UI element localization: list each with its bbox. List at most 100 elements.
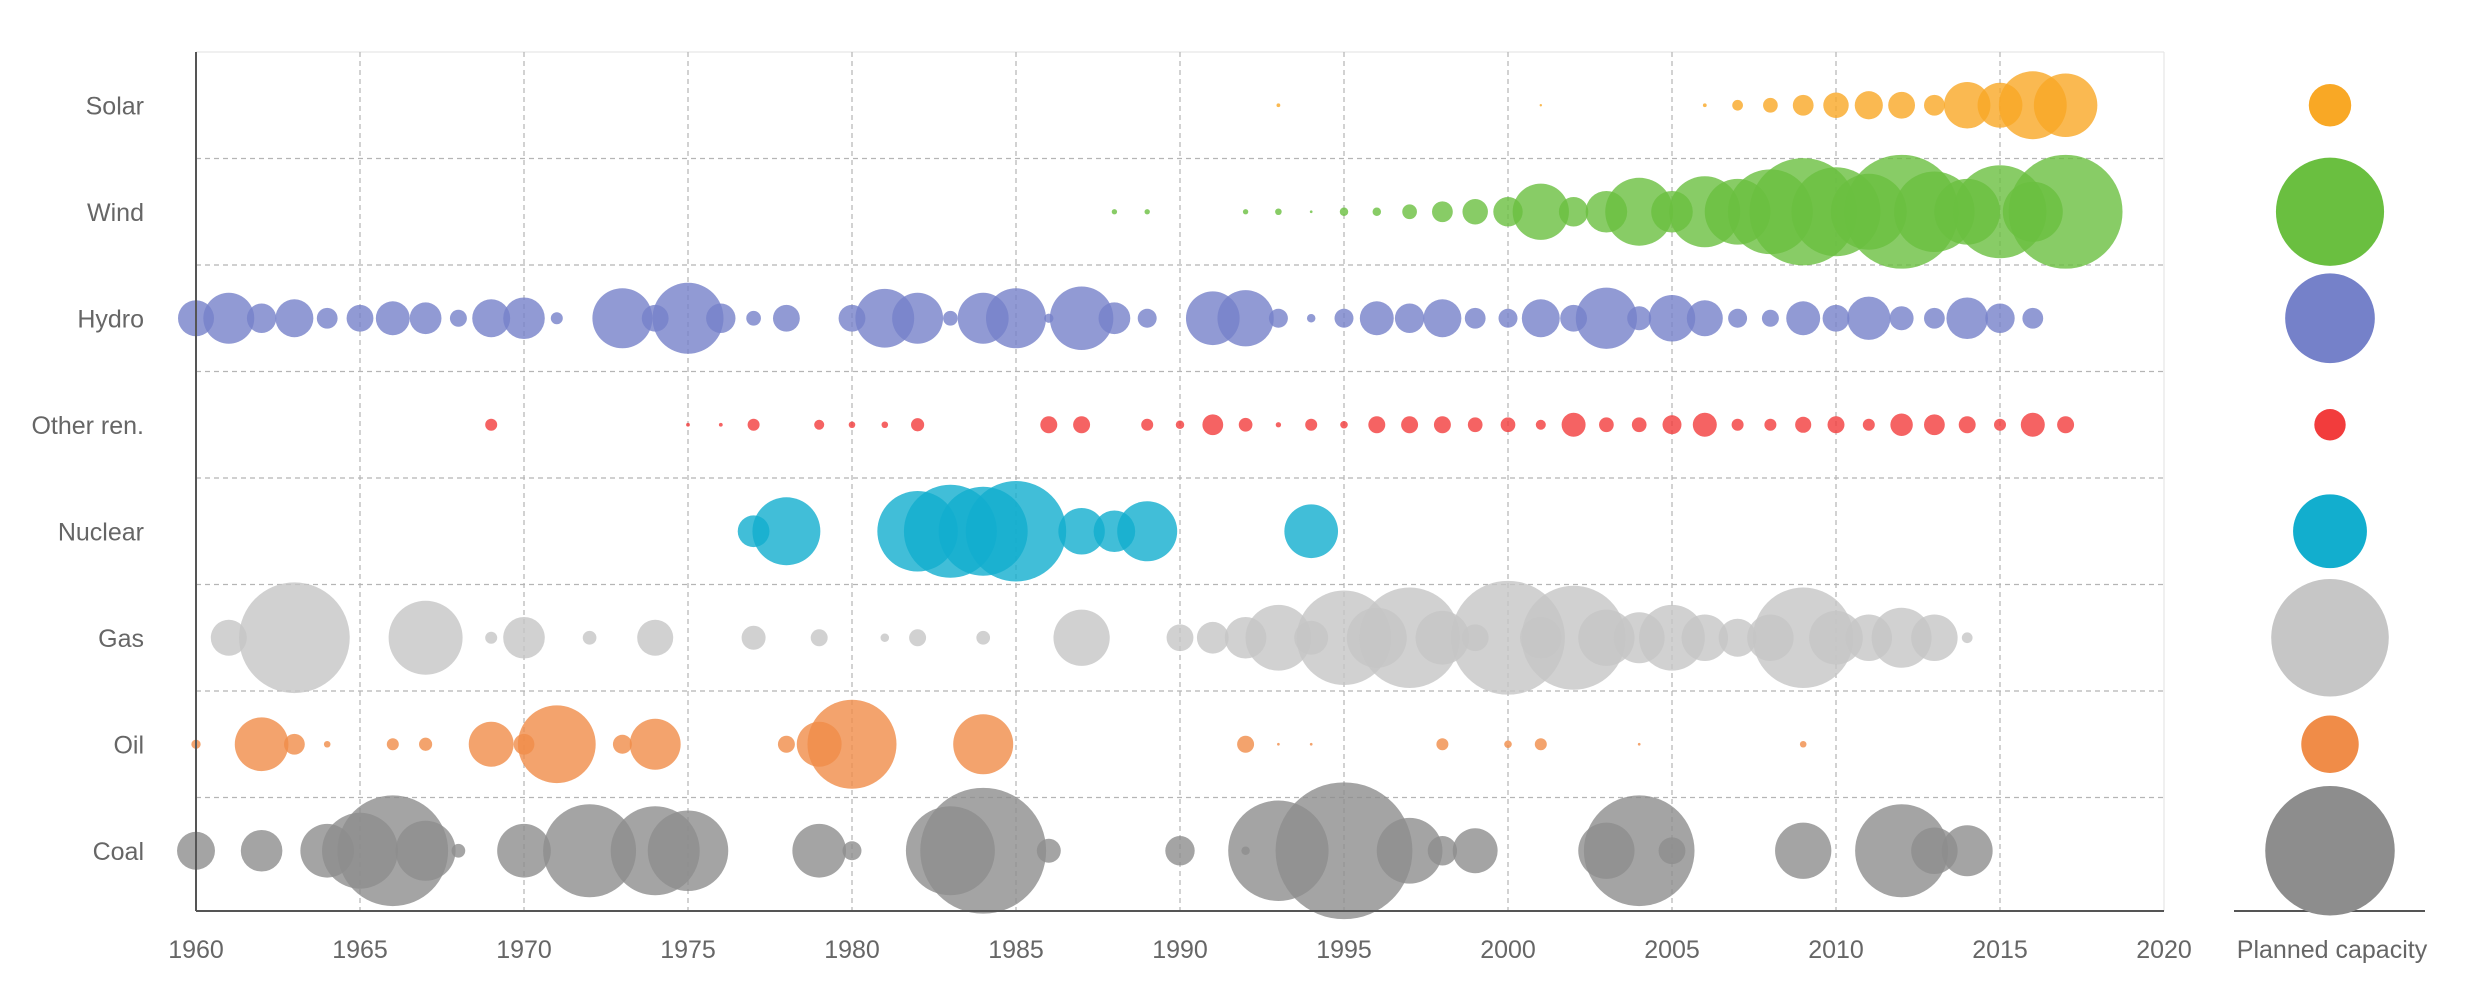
- bubble: [203, 292, 255, 344]
- bubble: [543, 804, 637, 898]
- bubble: [1275, 208, 1282, 216]
- legend: Planned capacity: [2234, 84, 2428, 964]
- bubble: [1464, 307, 1486, 329]
- bubble: [449, 309, 467, 327]
- row-label: Nuclear: [58, 518, 144, 546]
- series-coal: [177, 782, 1993, 920]
- bubble: [965, 481, 1067, 582]
- x-tick-label: 1995: [1316, 936, 1372, 964]
- row-label: Coal: [93, 838, 144, 866]
- bubble: [1775, 822, 1832, 879]
- bubble: [1498, 308, 1518, 328]
- x-tick-label: 1970: [496, 936, 552, 964]
- bubble: [1961, 632, 1973, 644]
- bubble: [2022, 307, 2044, 329]
- bubble: [1761, 309, 1779, 327]
- bubble: [1137, 308, 1157, 328]
- axes: [195, 52, 2164, 912]
- bubble: [1764, 418, 1777, 431]
- x-tick-label: 1960: [168, 936, 224, 964]
- bubble: [1558, 197, 1589, 227]
- bubble: [1504, 740, 1512, 749]
- bubble: [1309, 742, 1313, 746]
- bubble: [1924, 94, 1945, 116]
- bubble: [976, 630, 991, 645]
- bubble: [1799, 740, 1807, 748]
- bubble: [395, 820, 456, 881]
- bubble: [1888, 91, 1916, 119]
- bubble: [388, 600, 463, 675]
- legend-label: Planned capacity: [2237, 936, 2428, 964]
- bubble: [1943, 82, 1991, 129]
- legend-bubble: [2265, 785, 2395, 916]
- row-label: Other ren.: [31, 412, 144, 440]
- bubble: [234, 717, 289, 772]
- bubble: [246, 303, 277, 333]
- bubble: [1175, 420, 1185, 429]
- bubble: [1575, 287, 1637, 349]
- bubble: [1827, 416, 1845, 434]
- bubble: [1372, 207, 1382, 216]
- bubble: [1452, 828, 1498, 874]
- bubble: [810, 629, 828, 647]
- bubble: [1681, 614, 1729, 661]
- bubble: [1277, 742, 1280, 746]
- bubble: [1792, 94, 1814, 116]
- bubble: [1539, 104, 1543, 107]
- bubble: [1702, 103, 1707, 108]
- bubble: [1036, 838, 1061, 863]
- x-tick-label: 1980: [824, 936, 880, 964]
- bubble: [1627, 306, 1652, 331]
- bubble: [1534, 738, 1547, 751]
- bubble: [503, 297, 545, 340]
- bubble: [909, 629, 927, 647]
- bubble: [1924, 307, 1945, 329]
- bubble: [752, 497, 821, 566]
- bubble: [592, 288, 653, 349]
- x-tick-label: 1965: [332, 936, 388, 964]
- bubble: [1855, 804, 1949, 898]
- row-label: Hydro: [77, 305, 144, 333]
- bubble: [1402, 204, 1417, 220]
- bubble: [1911, 614, 1958, 661]
- bubble: [409, 302, 442, 335]
- bubble: [1305, 418, 1318, 431]
- bubble: [1306, 314, 1316, 323]
- bubble: [1467, 417, 1483, 433]
- bubble: [686, 422, 690, 427]
- bubble: [346, 304, 374, 332]
- bubble: [1275, 422, 1282, 428]
- row-label: Wind: [87, 199, 144, 227]
- bubble: [1238, 417, 1253, 432]
- bubble: [1053, 609, 1110, 666]
- bubble: [1423, 299, 1462, 338]
- bubble: [1098, 302, 1131, 335]
- row-label: Solar: [86, 92, 144, 120]
- bubble: [953, 714, 1014, 775]
- row-label: Oil: [113, 731, 144, 759]
- bubble: [892, 292, 944, 344]
- bubble: [1111, 209, 1118, 215]
- bubble: [316, 307, 338, 329]
- bubble: [746, 310, 761, 326]
- bubble: [284, 733, 305, 755]
- bubble: [1359, 301, 1394, 336]
- bubble: [1432, 201, 1453, 223]
- bubble: [1368, 416, 1386, 434]
- bubble: [637, 619, 674, 656]
- bubble: [240, 829, 283, 872]
- bubble: [1141, 418, 1154, 431]
- x-tick-label: 1990: [1152, 936, 1208, 964]
- bubble: [1196, 621, 1229, 654]
- bubble: [1166, 624, 1194, 652]
- bubble: [2033, 73, 2098, 137]
- bubble: [1823, 92, 1849, 118]
- bubble: [1854, 91, 1883, 120]
- legend-bubble: [2271, 578, 2389, 697]
- bubble: [1309, 210, 1313, 214]
- bubble: [1890, 413, 1913, 436]
- bubble: [1795, 416, 1812, 433]
- bubble: [1763, 97, 1778, 113]
- bubble: [1924, 414, 1945, 436]
- series-nuclear: [737, 481, 1339, 582]
